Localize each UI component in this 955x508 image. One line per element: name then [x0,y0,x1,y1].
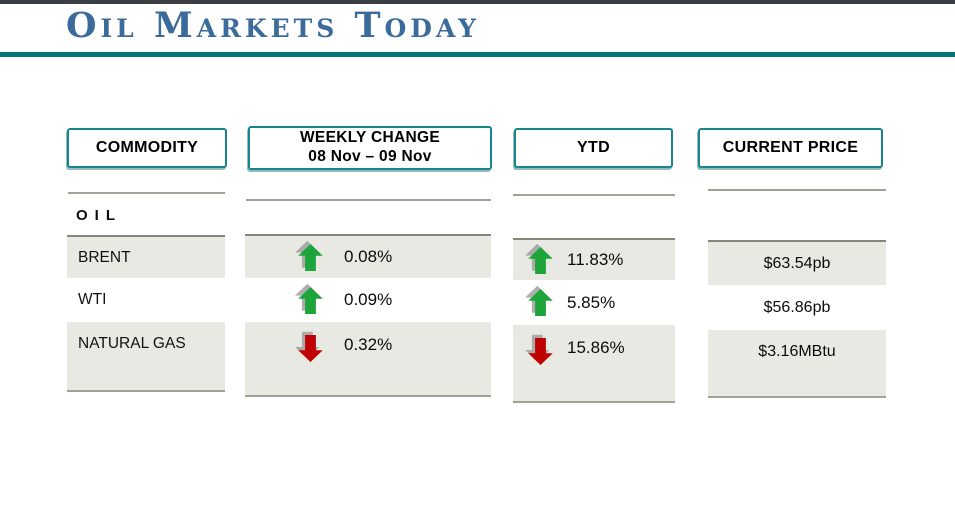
weekly-change-value: 0.32% [344,335,393,354]
header-commodity-label: COMMODITY [95,139,199,157]
table-row-brent-current-price: $63.54pb [708,240,886,285]
top-bar [0,0,955,4]
commodity-name: WTI [78,291,107,308]
current-price-value: $3.16MBtu [758,343,836,360]
title-underline-rule [0,52,955,57]
ytd-value: 11.83% [567,250,624,269]
current-price-value: $63.54pb [763,254,831,272]
separator-line-weekly-change [246,199,491,201]
header-weekly-change: WEEKLY CHANGE 08 Nov – 09 Nov [248,126,492,170]
table-row-brent-weekly-change: 0.08% [245,234,491,278]
table-row-wti-current-price: $56.86pb [708,285,886,330]
down-arrow-icon [525,334,553,365]
header-weekly-change-label: WEEKLY CHANGE [300,129,440,147]
page-title: Oil Markets Today [66,5,480,46]
header-ytd-label: YTD [577,139,610,157]
header-current-price: CURRENT PRICE [698,128,883,168]
table-row-wti-ytd: 5.85% [513,280,675,325]
down-arrow-icon [295,331,323,362]
table-row-wti-weekly-change: 0.09% [245,278,491,322]
ytd-value: 5.85% [567,292,616,312]
up-arrow-icon [525,243,553,274]
weekly-change-value: 0.08% [344,247,393,266]
table-row-natural-gas-ytd: 15.86% [513,325,675,403]
commodity-name: NATURAL GAS [78,335,186,352]
up-arrow-icon [525,285,553,316]
commodity-name: BRENT [78,248,131,266]
table-row-brent-ytd: 11.83% [513,238,675,280]
table-row-wti-commodity: WTI [67,278,225,322]
header-commodity: COMMODITY [67,128,227,168]
table-row-natural-gas-weekly-change: 0.32% [245,322,491,397]
separator-line-commodity [68,192,225,194]
weekly-change-value: 0.09% [344,290,393,309]
header-ytd: YTD [514,128,673,168]
table-row-brent-commodity: BRENT [67,235,225,278]
ytd-value: 15.86% [567,338,625,357]
section-label-oil: OIL [76,207,122,224]
table-row-natural-gas-current-price: $3.16MBtu [708,330,886,398]
separator-line-current-price [708,189,886,191]
up-arrow-icon [295,283,323,314]
table-row-natural-gas-commodity: NATURAL GAS [67,322,225,392]
header-current-price-label: CURRENT PRICE [722,139,859,157]
separator-line-ytd [513,194,675,196]
current-price-value: $56.86pb [763,298,831,316]
up-arrow-icon [295,240,323,271]
header-weekly-change-dates: 08 Nov – 09 Nov [308,148,432,165]
